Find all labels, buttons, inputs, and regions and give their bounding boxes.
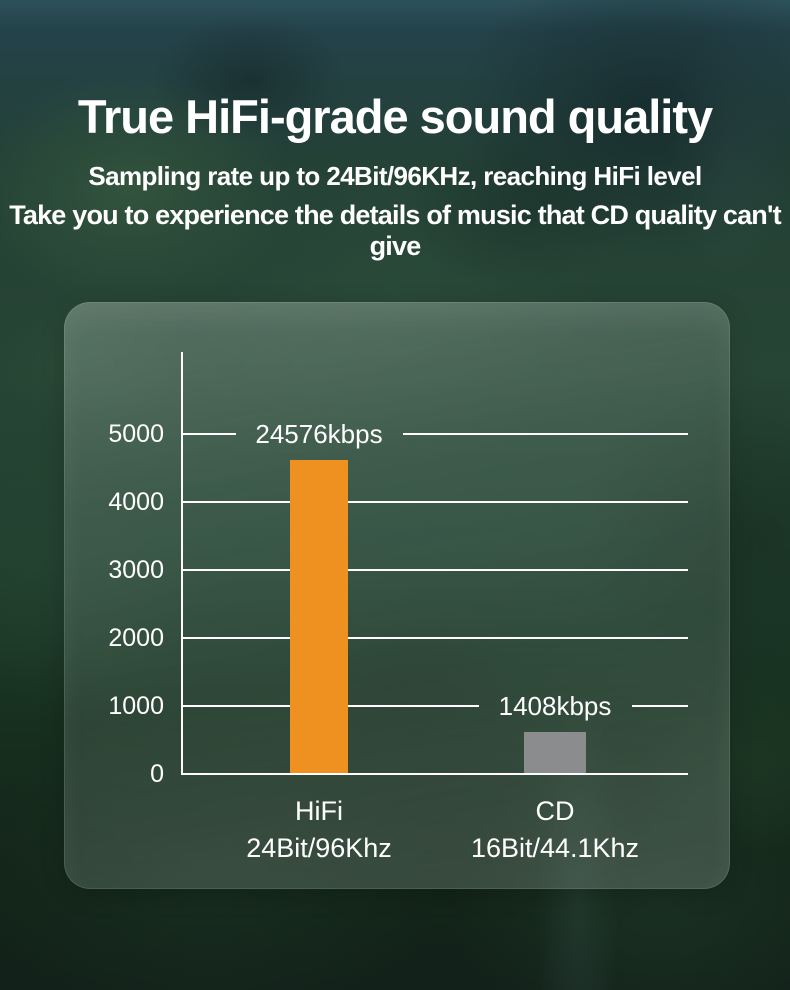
y-tick-label: 1000 — [108, 692, 164, 720]
y-axis-line — [181, 352, 183, 775]
heading-block: True HiFi-grade sound quality Sampling r… — [0, 88, 790, 262]
y-tick-label: 3000 — [108, 556, 164, 584]
gridline — [181, 433, 236, 435]
gridline — [181, 637, 688, 639]
value-label: 24576kbps — [255, 419, 383, 449]
bar-cd — [524, 732, 586, 773]
value-label: 1408kbps — [498, 691, 612, 721]
y-tick-label: 2000 — [108, 624, 164, 652]
gridline — [631, 705, 688, 707]
y-tick-label: 0 — [150, 760, 164, 788]
category-sublabel: 24Bit/96Khz — [246, 833, 392, 863]
bitrate-bar-chart: 24576kbps 1408kbps 0 1000 2000 3000 4000 5000 Hi… — [64, 302, 730, 889]
subtitle-line-2: Take you to experience the details of mu… — [9, 199, 781, 261]
y-tick-label: 4000 — [108, 488, 164, 516]
y-tick-label: 5000 — [108, 420, 164, 448]
category-label: HiFi — [295, 796, 343, 826]
gridline — [402, 433, 688, 435]
gridline — [181, 501, 688, 503]
chart-panel: 24576kbps 1408kbps 0 1000 2000 3000 4000 5000 Hi… — [64, 302, 730, 889]
subtitle-line-1: Sampling rate up to 24Bit/96KHz, reachin… — [88, 160, 702, 191]
gridline — [181, 773, 688, 775]
category-label: CD — [535, 796, 575, 826]
page-title: True HiFi-grade sound quality — [77, 90, 713, 143]
category-sublabel: 16Bit/44.1Khz — [470, 833, 640, 863]
bar-hifi — [290, 460, 348, 773]
gridline — [181, 569, 688, 571]
